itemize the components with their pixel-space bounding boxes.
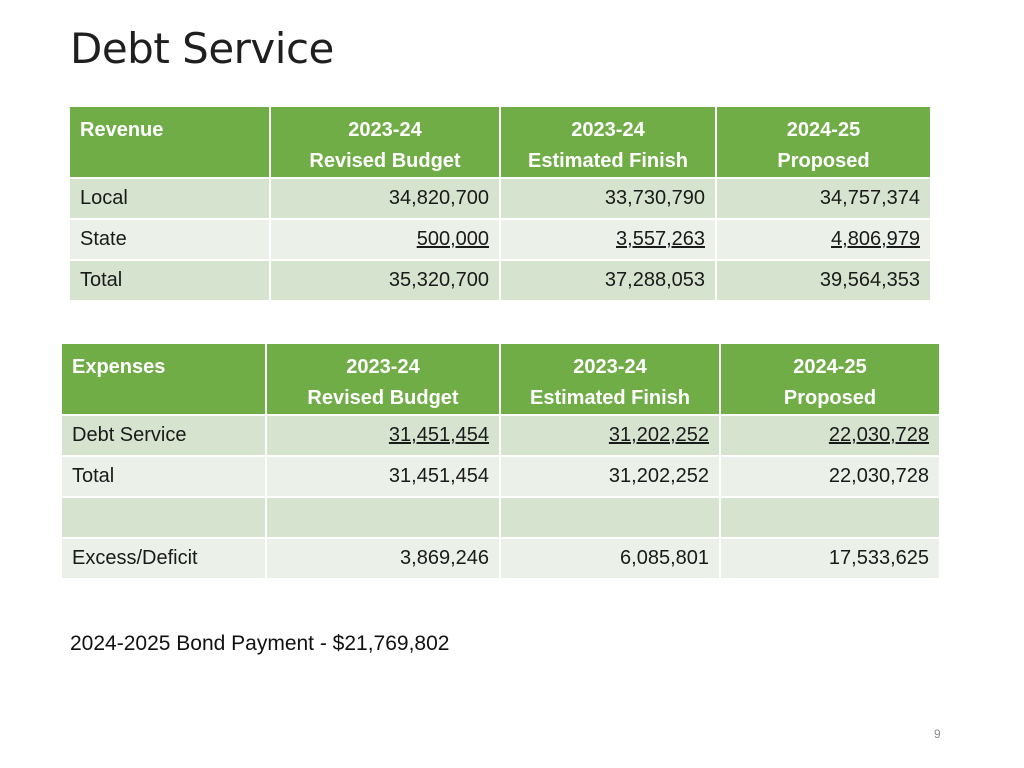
bond-payment-note: 2024-2025 Bond Payment - $21,769,802: [70, 632, 450, 655]
header-year: 2023-24: [348, 119, 422, 141]
cell-value: 17,533,625: [719, 537, 941, 580]
table-row: Debt Service 31,451,454 31,202,252 22,03…: [60, 414, 941, 457]
cell-value: [499, 496, 721, 539]
row-label: State: [68, 218, 271, 261]
row-label: Excess/Deficit: [60, 537, 267, 580]
cell-value-text: 31,202,252: [608, 424, 709, 446]
revenue-header-proposed: 2024-25 Proposed: [715, 105, 932, 179]
revenue-table: Revenue 2023-24 Revised Budget 2023-24 E…: [68, 105, 932, 302]
cell-value: 39,564,353: [715, 259, 932, 302]
cell-value-text: 4,806,979: [831, 228, 920, 250]
cell-value: 31,451,454: [265, 414, 501, 457]
table-row-empty: [60, 496, 941, 539]
header-year: 2023-24: [571, 119, 645, 141]
header-subtitle: Estimated Finish: [527, 150, 689, 172]
header-year: 2024-25: [786, 119, 861, 141]
cell-value: 500,000: [269, 218, 501, 261]
header-subtitle: Revised Budget: [307, 387, 459, 409]
header-year: 2023-24: [573, 356, 647, 378]
page-number: 9: [934, 727, 941, 741]
revenue-header-label: Revenue: [68, 105, 271, 179]
cell-value: 34,820,700: [269, 177, 501, 220]
cell-value: 35,320,700: [269, 259, 501, 302]
cell-value: 31,451,454: [265, 455, 501, 498]
row-label: Total: [68, 259, 271, 302]
header-subtitle: Estimated Finish: [529, 387, 691, 409]
cell-value: 6,085,801: [499, 537, 721, 580]
cell-value: 31,202,252: [499, 414, 721, 457]
table-row: Excess/Deficit 3,869,246 6,085,801 17,53…: [60, 537, 941, 580]
revenue-header-row: Revenue 2023-24 Revised Budget 2023-24 E…: [68, 105, 932, 179]
cell-value-text: 500,000: [416, 228, 489, 250]
row-label: Local: [68, 177, 271, 220]
expenses-header-row: Expenses 2023-24 Revised Budget 2023-24 …: [60, 342, 941, 416]
cell-value: 34,757,374: [715, 177, 932, 220]
cell-value-text: 3,557,263: [616, 228, 705, 250]
table-row: State 500,000 3,557,263 4,806,979: [68, 218, 932, 261]
expenses-header-revised-budget: 2023-24 Revised Budget: [265, 342, 501, 416]
expenses-header-estimated-finish: 2023-24 Estimated Finish: [499, 342, 721, 416]
table-row: Total 31,451,454 31,202,252 22,030,728: [60, 455, 941, 498]
row-label: [60, 496, 267, 539]
header-subtitle: Proposed: [783, 387, 877, 409]
cell-value: 4,806,979: [715, 218, 932, 261]
header-year: 2023-24: [346, 356, 420, 378]
header-subtitle: Proposed: [777, 150, 870, 172]
cell-value-text: 22,030,728: [828, 424, 929, 446]
cell-value: 22,030,728: [719, 455, 941, 498]
expenses-header-proposed: 2024-25 Proposed: [719, 342, 941, 416]
cell-value: 3,869,246: [265, 537, 501, 580]
expenses-header-label: Expenses: [60, 342, 267, 416]
table-row: Total 35,320,700 37,288,053 39,564,353: [68, 259, 932, 302]
row-label: Total: [60, 455, 267, 498]
cell-value: 22,030,728: [719, 414, 941, 457]
revenue-header-revised-budget: 2023-24 Revised Budget: [269, 105, 501, 179]
cell-value-text: 31,451,454: [388, 424, 489, 446]
table-row: Local 34,820,700 33,730,790 34,757,374: [68, 177, 932, 220]
header-year: 2024-25: [793, 356, 867, 378]
revenue-header-estimated-finish: 2023-24 Estimated Finish: [499, 105, 717, 179]
cell-value: [265, 496, 501, 539]
page-title: Debt Service: [70, 24, 334, 73]
cell-value: 37,288,053: [499, 259, 717, 302]
row-label: Debt Service: [60, 414, 267, 457]
header-subtitle: Revised Budget: [309, 150, 461, 172]
cell-value: 33,730,790: [499, 177, 717, 220]
cell-value: [719, 496, 941, 539]
expenses-table: Expenses 2023-24 Revised Budget 2023-24 …: [60, 342, 941, 580]
cell-value: 31,202,252: [499, 455, 721, 498]
cell-value: 3,557,263: [499, 218, 717, 261]
